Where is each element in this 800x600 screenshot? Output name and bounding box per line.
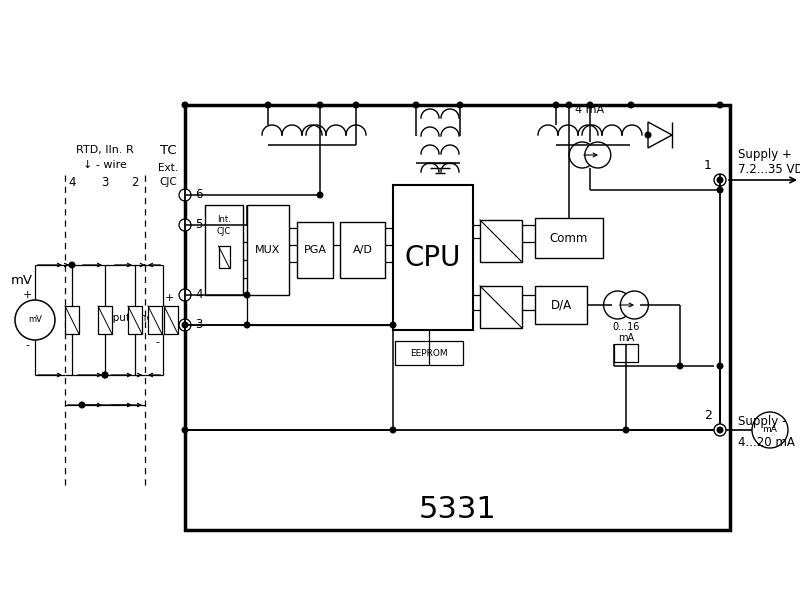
Bar (218, 246, 230, 268)
Circle shape (182, 322, 189, 329)
Circle shape (717, 362, 723, 370)
Circle shape (566, 101, 573, 109)
Text: -: - (155, 337, 159, 347)
Text: 4: 4 (68, 175, 76, 188)
Circle shape (179, 319, 191, 331)
Circle shape (179, 289, 191, 301)
Circle shape (585, 142, 611, 168)
Circle shape (243, 292, 250, 298)
Text: Supply +
7.2...35 VDC: Supply + 7.2...35 VDC (738, 148, 800, 176)
Circle shape (457, 101, 463, 109)
Text: 4 mA: 4 mA (575, 105, 605, 115)
Circle shape (553, 101, 559, 109)
Text: +: + (164, 293, 174, 303)
Circle shape (182, 427, 189, 433)
Bar (164, 306, 178, 334)
Circle shape (717, 101, 723, 109)
Text: A/D: A/D (353, 245, 373, 255)
Circle shape (714, 424, 726, 436)
Text: TC: TC (160, 143, 176, 157)
Bar (340, 222, 385, 278)
Text: Supply -: Supply - (738, 415, 786, 428)
Text: +: + (22, 290, 32, 300)
Circle shape (15, 300, 55, 340)
Circle shape (390, 322, 397, 329)
Text: 1: 1 (704, 159, 712, 172)
Circle shape (78, 401, 86, 409)
Polygon shape (648, 122, 672, 148)
Text: mA: mA (618, 333, 634, 343)
Circle shape (627, 101, 634, 109)
Text: Int.: Int. (217, 215, 231, 224)
Bar (247, 205, 289, 295)
Bar (535, 286, 587, 324)
Text: EEPROM: EEPROM (410, 349, 448, 358)
Circle shape (265, 101, 271, 109)
Circle shape (645, 131, 651, 139)
Circle shape (353, 101, 359, 109)
Text: 4: 4 (195, 289, 202, 301)
Bar (480, 220, 522, 262)
Circle shape (570, 142, 595, 168)
Bar (393, 185, 473, 330)
Bar (535, 218, 603, 258)
Text: 2: 2 (704, 409, 712, 422)
Circle shape (390, 427, 397, 433)
Bar (395, 341, 463, 365)
Circle shape (714, 174, 726, 186)
Text: mA: mA (762, 425, 778, 434)
Circle shape (179, 189, 191, 201)
Circle shape (752, 412, 788, 448)
Circle shape (677, 362, 683, 370)
Circle shape (717, 187, 723, 193)
Bar (128, 306, 142, 334)
Text: RTD, IIn. R: RTD, IIn. R (76, 145, 134, 155)
Bar (98, 306, 112, 334)
Text: 0...16: 0...16 (612, 322, 640, 332)
Bar (65, 306, 79, 334)
Circle shape (717, 427, 723, 433)
Circle shape (413, 101, 419, 109)
Circle shape (102, 371, 109, 379)
Circle shape (604, 291, 632, 319)
Text: Ext.: Ext. (158, 163, 178, 173)
Circle shape (182, 101, 189, 109)
Circle shape (102, 371, 109, 379)
Text: Input gnd.: Input gnd. (103, 313, 157, 323)
Text: PGA: PGA (303, 245, 326, 255)
Text: 3: 3 (102, 175, 109, 188)
Circle shape (69, 262, 75, 269)
Bar (148, 306, 162, 334)
Bar (480, 286, 522, 328)
Text: 5: 5 (195, 218, 202, 232)
Circle shape (717, 176, 723, 184)
Text: ↓ - wire: ↓ - wire (83, 160, 127, 170)
Text: mV: mV (11, 274, 33, 286)
Text: 5331: 5331 (418, 496, 496, 524)
Bar (297, 222, 333, 278)
Text: Comm: Comm (550, 232, 588, 245)
Text: 2: 2 (131, 175, 138, 188)
Circle shape (317, 101, 323, 109)
Text: 4...20 mA: 4...20 mA (738, 436, 795, 449)
Circle shape (317, 191, 323, 199)
Text: CJC: CJC (217, 227, 231, 236)
Text: mV: mV (28, 316, 42, 325)
Circle shape (586, 101, 594, 109)
Bar (205, 205, 243, 295)
Text: 6: 6 (195, 188, 202, 202)
Text: CJC: CJC (159, 177, 177, 187)
Circle shape (622, 427, 630, 433)
Text: CPU: CPU (405, 244, 461, 271)
Bar (185, 105, 730, 530)
Text: 3: 3 (195, 319, 202, 331)
Bar (614, 344, 638, 362)
Circle shape (179, 219, 191, 231)
Text: MUX: MUX (255, 245, 281, 255)
Text: D/A: D/A (550, 298, 571, 311)
Circle shape (243, 322, 250, 329)
Text: -: - (25, 340, 29, 350)
Circle shape (621, 291, 648, 319)
